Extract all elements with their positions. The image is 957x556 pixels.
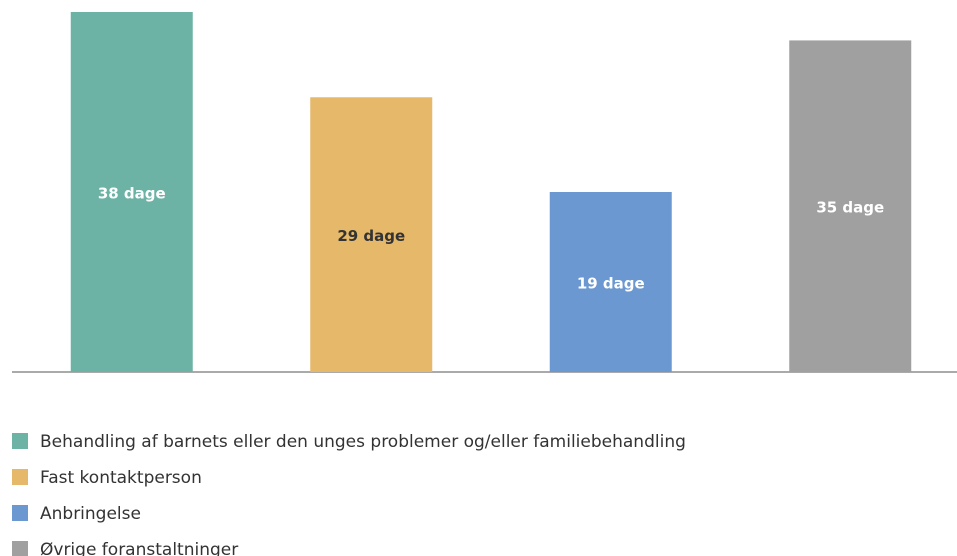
legend-label: Øvrige foranstaltninger — [40, 540, 238, 556]
value-label: 29 dage — [337, 227, 405, 245]
legend-label: Anbringelse — [40, 504, 141, 524]
legend-label: Behandling af barnets eller den unges pr… — [40, 432, 686, 452]
legend-swatch — [12, 505, 28, 521]
legend-swatch — [12, 541, 28, 556]
bar — [310, 97, 433, 373]
bar — [549, 192, 672, 372]
legend-label: Fast kontaktperson — [40, 468, 202, 488]
value-label: 38 dage — [98, 185, 166, 203]
legend-swatch — [12, 433, 28, 449]
value-label: 19 dage — [577, 275, 645, 293]
bar — [70, 12, 193, 372]
legend-swatch — [12, 469, 28, 485]
value-label: 35 dage — [816, 199, 884, 217]
bar — [789, 40, 912, 372]
